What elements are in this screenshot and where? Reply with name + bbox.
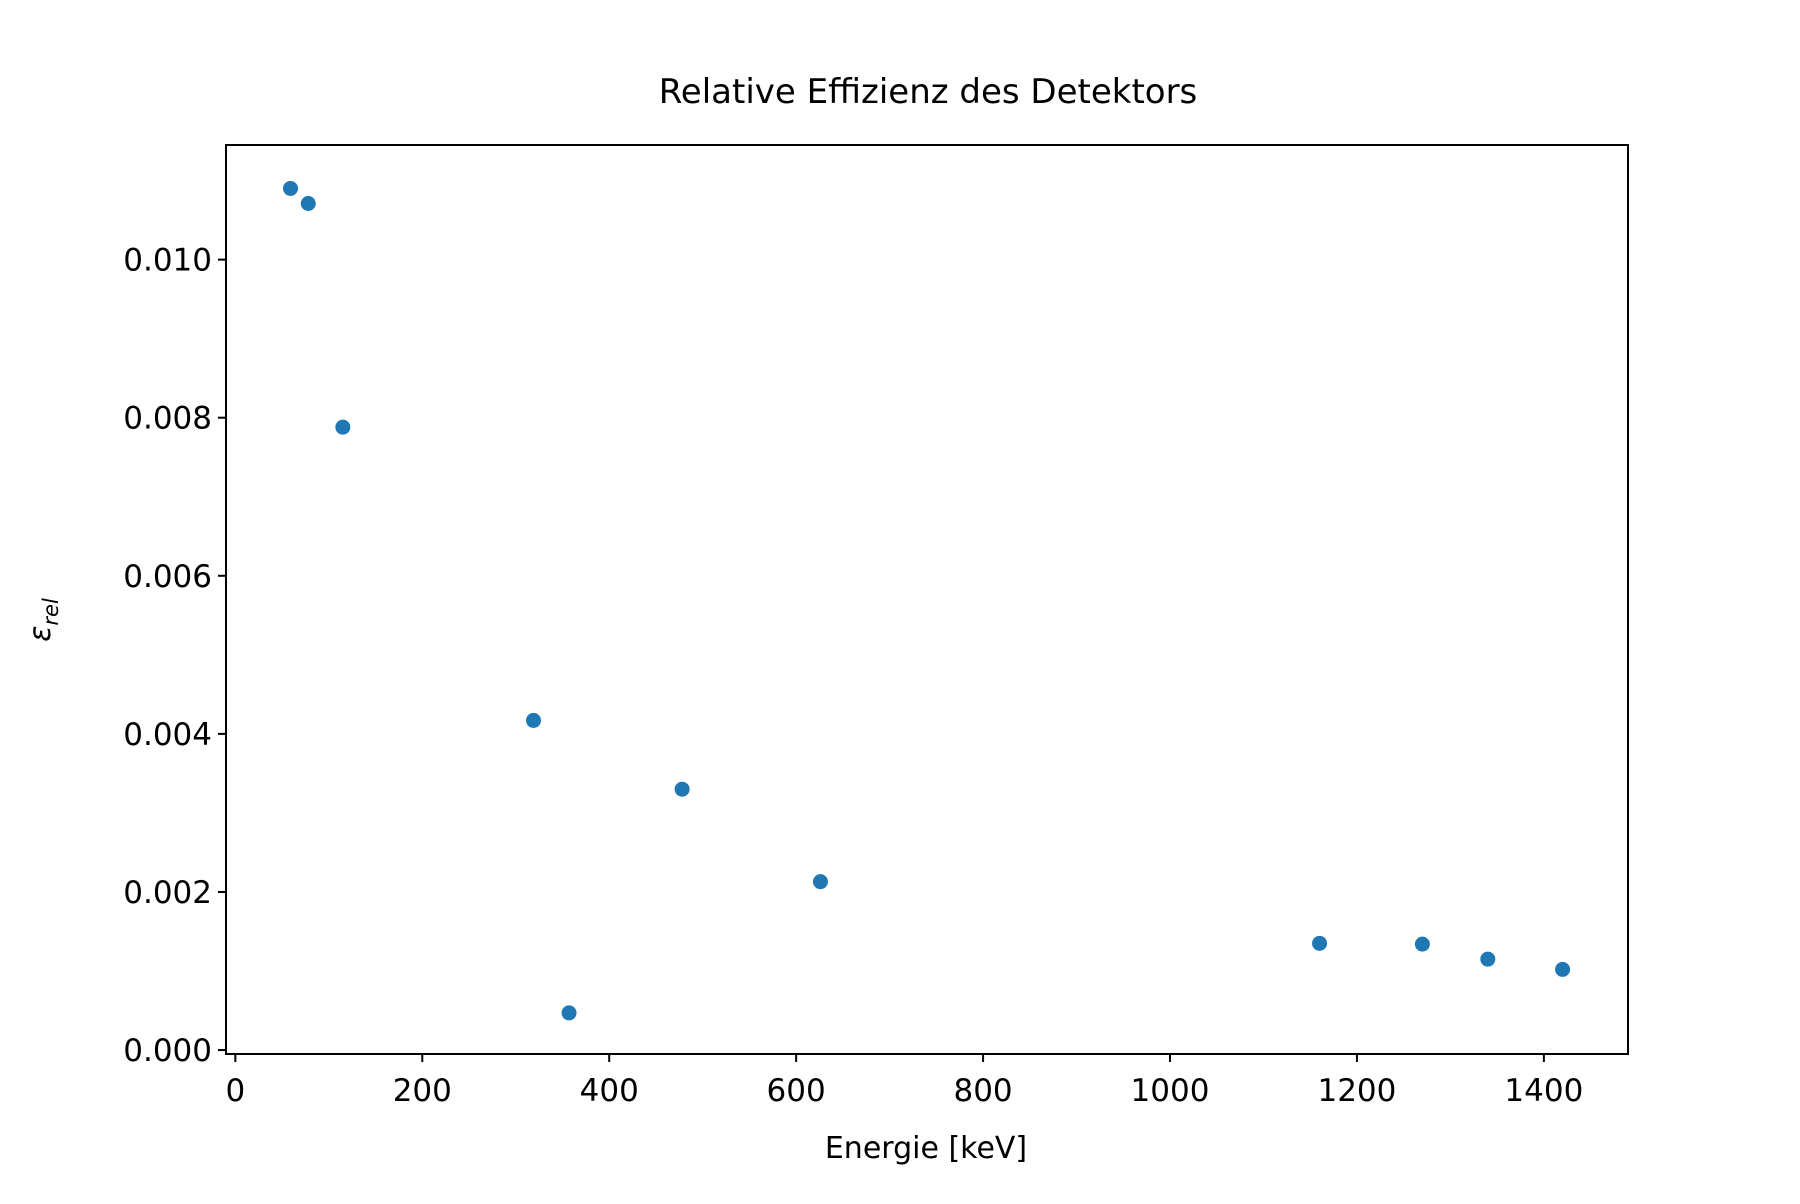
y-tick-label: 0.000 <box>123 1033 212 1069</box>
data-point <box>1555 961 1571 977</box>
plot-area: 0 200 400 600 800 1000 1200 1400 0.000 0.002 0.004… <box>123 144 1629 1109</box>
y-axis-label-main: ε <box>23 626 58 642</box>
y-tick-label: 0.008 <box>123 401 212 437</box>
data-point <box>1480 951 1496 967</box>
y-tick-label: 0.004 <box>123 717 212 753</box>
x-tick-label: 400 <box>580 1073 639 1109</box>
plot-frame <box>225 144 1629 1055</box>
data-point <box>526 712 542 728</box>
data-point <box>1312 935 1328 951</box>
x-tick-label: 1200 <box>1317 1073 1396 1109</box>
y-tick-label: 0.006 <box>123 559 212 595</box>
x-tick-label: 1400 <box>1504 1073 1583 1109</box>
data-point <box>300 195 316 211</box>
data-point <box>282 180 298 196</box>
data-point <box>561 1005 577 1021</box>
data-point <box>335 419 351 435</box>
x-tick-label: 1000 <box>1131 1073 1210 1109</box>
chart-title: Relative Effizienz des Detektors <box>659 72 1198 112</box>
x-tick-label: 600 <box>767 1073 826 1109</box>
y-axis-label: εrel <box>23 598 63 642</box>
svg-text:εrel: εrel <box>23 598 63 642</box>
y-tick-label: 0.002 <box>123 875 212 911</box>
x-tick-label: 200 <box>393 1073 452 1109</box>
y-axis-label-subscript: rel <box>39 598 63 626</box>
data-point <box>674 781 690 797</box>
x-tick-label: 0 <box>225 1073 245 1109</box>
y-tick-label: 0.010 <box>123 243 212 279</box>
x-tick-label: 800 <box>953 1073 1012 1109</box>
data-point <box>812 874 828 890</box>
x-axis-label: Energie [keV] <box>825 1131 1027 1166</box>
data-point <box>1414 936 1430 952</box>
